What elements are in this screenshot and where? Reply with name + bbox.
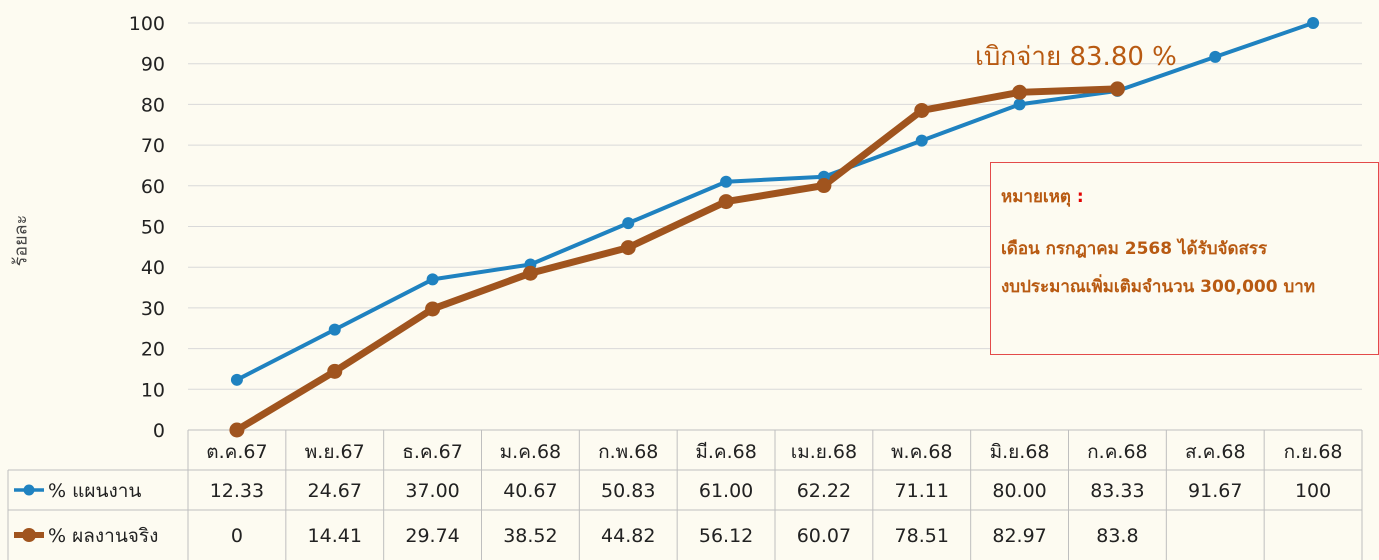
data-table-cell: 71.11 (895, 480, 949, 502)
data-point (425, 301, 441, 317)
data-point (1209, 50, 1222, 63)
data-point (1012, 84, 1028, 100)
data-table-cell: 37.00 (405, 480, 459, 502)
data-table-cell: 40.67 (503, 480, 557, 502)
legend-label: % แผนงาน (48, 480, 141, 502)
data-point (915, 134, 928, 147)
data-table-cell: 80.00 (992, 480, 1046, 502)
data-table-cell: 78.51 (895, 525, 949, 547)
y-axis-label: ร้อยละ (10, 214, 32, 267)
x-tick-label: พ.ย.67 (305, 441, 365, 463)
data-point (426, 273, 439, 286)
data-table-cell: 0 (231, 525, 243, 547)
x-tick-label: ต.ค.67 (206, 441, 267, 463)
x-tick-label: ก.ค.68 (1087, 441, 1147, 463)
data-table-cell: 29.74 (405, 525, 459, 547)
x-tick-label: ก.พ.68 (598, 441, 658, 463)
data-table-cell: 38.52 (503, 525, 557, 547)
data-table-cell: 50.83 (601, 480, 655, 502)
y-tick-label: 100 (129, 13, 165, 35)
remark-box: หมายเหตุ : เดือน กรกฎาคม 2568 ได้รับจัดส… (990, 162, 1379, 355)
data-point (622, 217, 635, 230)
legend-marker (22, 528, 36, 542)
x-tick-label: พ.ค.68 (891, 441, 953, 463)
data-point (914, 102, 930, 118)
y-tick-label: 50 (141, 217, 165, 239)
y-tick-label: 10 (141, 379, 165, 401)
data-table-cell: 82.97 (992, 525, 1046, 547)
data-point (230, 373, 243, 386)
data-point (327, 363, 343, 379)
y-tick-label: 90 (141, 54, 165, 76)
remark-line-2: งบประมาณเพิ่มเติมจำนวน 300,000 บาท (1001, 277, 1316, 297)
data-point (718, 194, 734, 210)
y-tick-label: 80 (141, 94, 165, 116)
x-tick-label: มิ.ย.68 (990, 441, 1050, 463)
data-table-cell: 24.67 (308, 480, 362, 502)
data-table-cell: 56.12 (699, 525, 753, 547)
series-line (234, 21, 1316, 382)
disbursement-annotation: เบิกจ่าย 83.80 % (975, 42, 1177, 72)
y-tick-label: 30 (141, 298, 165, 320)
x-tick-label: ก.ย.68 (1284, 441, 1343, 463)
data-table-cell: 100 (1295, 480, 1331, 502)
x-tick-label: เม.ย.68 (791, 441, 857, 463)
series-line (233, 85, 1121, 434)
data-table-cell: 83.8 (1096, 525, 1138, 547)
data-table-cell: 60.07 (797, 525, 851, 547)
data-table-cell: 12.33 (210, 480, 264, 502)
data-point (229, 422, 245, 438)
data-point (1307, 17, 1320, 29)
remark-title: หมายเหตุ : (1001, 183, 1084, 210)
y-tick-label: 70 (141, 135, 165, 157)
data-point (1109, 81, 1125, 97)
data-table-cell: 44.82 (601, 525, 655, 547)
y-tick-label: 20 (141, 339, 165, 361)
y-tick-label: 40 (141, 257, 165, 279)
data-table-cell: 14.41 (308, 525, 362, 547)
data-point (720, 175, 733, 188)
data-point (328, 323, 341, 336)
y-tick-label: 60 (141, 176, 165, 198)
x-tick-label: ม.ค.68 (500, 441, 562, 463)
data-table-cell: 62.22 (797, 480, 851, 502)
remark-line-1: เดือน กรกฎาคม 2568 ได้รับจัดสรร (1001, 239, 1268, 259)
data-table-cell: 83.33 (1090, 480, 1144, 502)
remark-title-text: หมายเหตุ (1001, 187, 1071, 207)
x-tick-label: มี.ค.68 (695, 441, 757, 463)
legend-marker (23, 484, 35, 496)
x-tick-label: ส.ค.68 (1185, 441, 1246, 463)
x-tick-label: ธ.ค.67 (402, 441, 463, 463)
remark-colon: : (1076, 187, 1084, 207)
data-point (522, 265, 538, 281)
y-tick-label: 0 (153, 420, 165, 442)
data-point (1013, 98, 1026, 111)
data-point (816, 178, 832, 194)
data-point (620, 240, 636, 256)
data-table-cell: 91.67 (1188, 480, 1242, 502)
data-table-cell: 61.00 (699, 480, 753, 502)
legend-label: % ผลงานจริง (48, 525, 158, 547)
